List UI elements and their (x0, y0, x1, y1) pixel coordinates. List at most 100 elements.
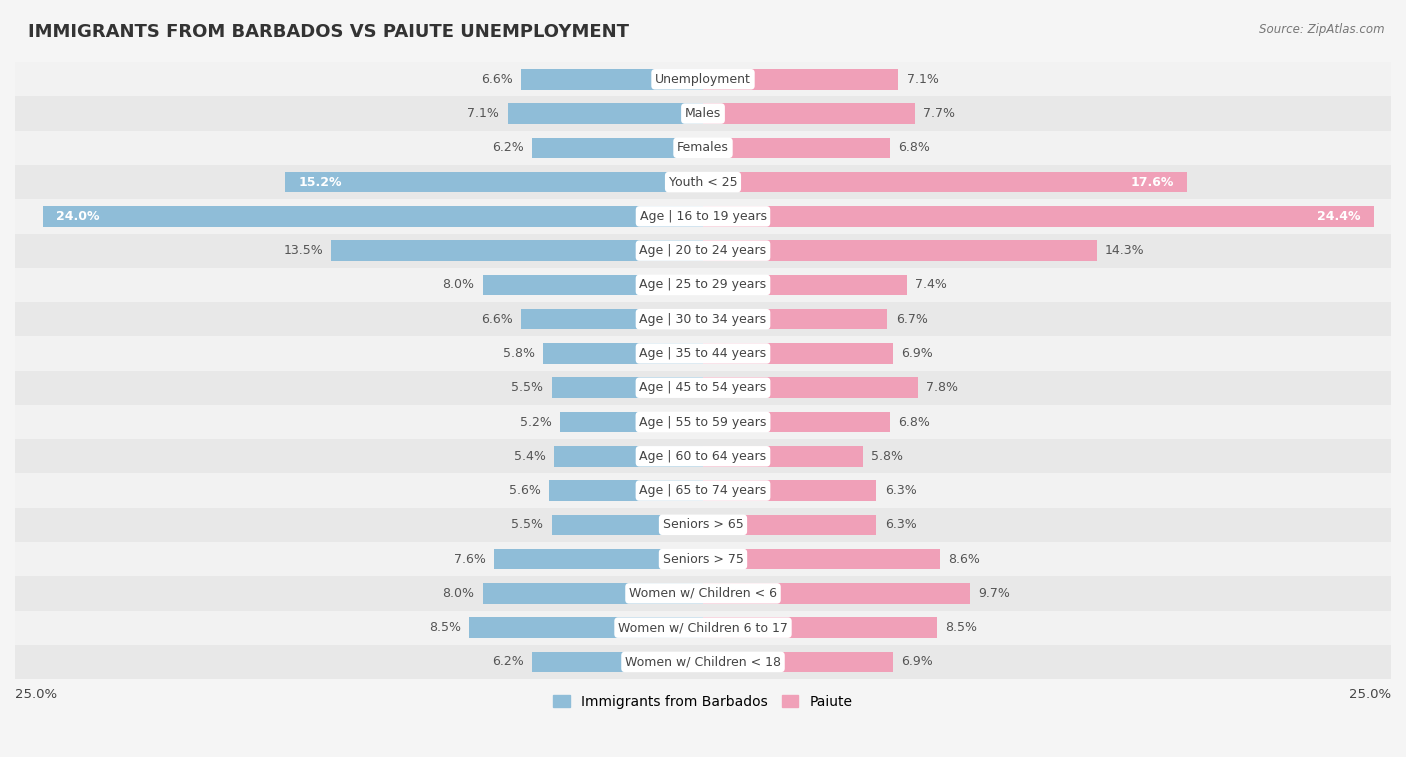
Text: Women w/ Children < 18: Women w/ Children < 18 (626, 656, 780, 668)
Text: Source: ZipAtlas.com: Source: ZipAtlas.com (1260, 23, 1385, 36)
Bar (332, 241, 703, 261)
Text: 8.0%: 8.0% (443, 587, 475, 600)
Bar (560, 412, 703, 432)
Text: 6.6%: 6.6% (481, 73, 513, 86)
Text: 5.5%: 5.5% (512, 519, 543, 531)
Bar (703, 69, 898, 89)
Bar (15, 576, 1391, 610)
Text: 8.5%: 8.5% (429, 621, 461, 634)
Text: 5.5%: 5.5% (512, 382, 543, 394)
Text: 25.0%: 25.0% (1348, 687, 1391, 701)
Text: 25.0%: 25.0% (15, 687, 58, 701)
Bar (15, 508, 1391, 542)
Text: Age | 35 to 44 years: Age | 35 to 44 years (640, 347, 766, 360)
Bar (15, 268, 1391, 302)
Text: 5.8%: 5.8% (503, 347, 536, 360)
Text: 5.8%: 5.8% (870, 450, 903, 463)
Bar (703, 652, 893, 672)
Bar (554, 446, 703, 466)
Text: 8.6%: 8.6% (948, 553, 980, 565)
Text: 9.7%: 9.7% (979, 587, 1010, 600)
Bar (703, 206, 1375, 226)
Bar (15, 336, 1391, 371)
Bar (508, 103, 703, 124)
Bar (482, 583, 703, 603)
Bar (494, 549, 703, 569)
Text: Age | 25 to 29 years: Age | 25 to 29 years (640, 279, 766, 291)
Bar (533, 652, 703, 672)
Bar (703, 446, 863, 466)
Text: 6.9%: 6.9% (901, 656, 934, 668)
Bar (703, 275, 907, 295)
Bar (522, 309, 703, 329)
Bar (703, 515, 876, 535)
Text: Age | 55 to 59 years: Age | 55 to 59 years (640, 416, 766, 428)
Text: 7.4%: 7.4% (915, 279, 946, 291)
Text: Age | 65 to 74 years: Age | 65 to 74 years (640, 484, 766, 497)
Bar (703, 343, 893, 364)
Bar (15, 542, 1391, 576)
Text: Seniors > 75: Seniors > 75 (662, 553, 744, 565)
Bar (703, 549, 939, 569)
Text: 5.6%: 5.6% (509, 484, 541, 497)
Bar (703, 480, 876, 501)
Text: 8.5%: 8.5% (945, 621, 977, 634)
Bar (15, 131, 1391, 165)
Bar (703, 172, 1187, 192)
Text: Seniors > 65: Seniors > 65 (662, 519, 744, 531)
Bar (703, 138, 890, 158)
Bar (15, 96, 1391, 131)
Bar (15, 610, 1391, 645)
Bar (703, 378, 918, 398)
Bar (548, 480, 703, 501)
Bar (15, 645, 1391, 679)
Text: 7.6%: 7.6% (454, 553, 485, 565)
Bar (15, 371, 1391, 405)
Bar (703, 103, 915, 124)
Bar (703, 241, 1097, 261)
Text: 5.2%: 5.2% (520, 416, 551, 428)
Text: 6.8%: 6.8% (898, 142, 931, 154)
Text: 6.6%: 6.6% (481, 313, 513, 326)
Text: 8.0%: 8.0% (443, 279, 475, 291)
Text: Age | 60 to 64 years: Age | 60 to 64 years (640, 450, 766, 463)
Bar (551, 515, 703, 535)
Bar (15, 405, 1391, 439)
Bar (703, 412, 890, 432)
Bar (703, 618, 936, 638)
Bar (703, 309, 887, 329)
Bar (15, 439, 1391, 473)
Text: Women w/ Children < 6: Women w/ Children < 6 (628, 587, 778, 600)
Bar (15, 233, 1391, 268)
Bar (522, 69, 703, 89)
Text: Unemployment: Unemployment (655, 73, 751, 86)
Text: 6.2%: 6.2% (492, 656, 524, 668)
Text: Youth < 25: Youth < 25 (669, 176, 737, 188)
Text: 6.9%: 6.9% (901, 347, 934, 360)
Bar (284, 172, 703, 192)
Text: 7.1%: 7.1% (467, 107, 499, 120)
Text: Males: Males (685, 107, 721, 120)
Text: Age | 16 to 19 years: Age | 16 to 19 years (640, 210, 766, 223)
Text: 6.3%: 6.3% (884, 484, 917, 497)
Bar (15, 165, 1391, 199)
Text: 7.7%: 7.7% (924, 107, 955, 120)
Text: Age | 45 to 54 years: Age | 45 to 54 years (640, 382, 766, 394)
Text: Females: Females (678, 142, 728, 154)
Bar (543, 343, 703, 364)
Text: 13.5%: 13.5% (284, 245, 323, 257)
Text: 24.4%: 24.4% (1317, 210, 1361, 223)
Bar (470, 618, 703, 638)
Bar (15, 199, 1391, 233)
Text: 7.8%: 7.8% (927, 382, 957, 394)
Bar (551, 378, 703, 398)
Bar (482, 275, 703, 295)
Bar (703, 583, 970, 603)
Text: IMMIGRANTS FROM BARBADOS VS PAIUTE UNEMPLOYMENT: IMMIGRANTS FROM BARBADOS VS PAIUTE UNEMP… (28, 23, 628, 41)
Text: Women w/ Children 6 to 17: Women w/ Children 6 to 17 (619, 621, 787, 634)
Text: 17.6%: 17.6% (1130, 176, 1174, 188)
Bar (15, 302, 1391, 336)
Bar (15, 473, 1391, 508)
Text: 6.3%: 6.3% (884, 519, 917, 531)
Bar (533, 138, 703, 158)
